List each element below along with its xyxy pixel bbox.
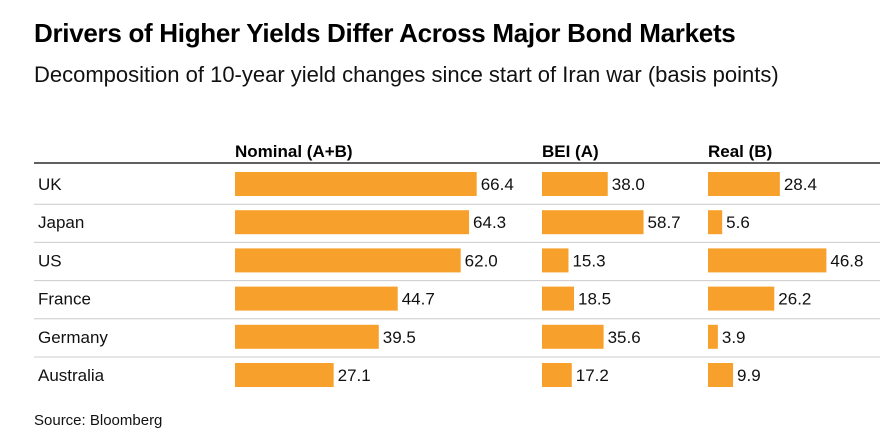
data-label: 38.0 [612,175,645,194]
bar [235,172,477,196]
data-label: 35.6 [608,328,641,347]
bar [235,363,334,387]
data-label: 66.4 [481,175,514,194]
bar [542,210,644,235]
bar [708,248,827,273]
bar [708,286,775,311]
data-label: 17.2 [576,366,609,385]
row-label: Germany [38,328,108,347]
chart-subtitle: Decomposition of 10-year yield changes s… [34,62,779,87]
bar [708,363,734,387]
data-label: 58.7 [648,213,681,232]
bar [708,172,780,196]
data-label: 46.8 [830,251,863,270]
bar [235,210,470,235]
data-label: 62.0 [465,251,498,270]
bar [235,286,398,311]
bar [542,286,575,311]
row-label: UK [38,175,62,194]
data-label: 15.3 [572,251,605,270]
data-label: 64.3 [473,213,506,232]
data-label: 39.5 [383,328,416,347]
row-label: Japan [38,213,84,232]
bar [235,248,461,273]
column-header: Nominal (A+B) [235,142,353,161]
row-label: France [38,290,91,309]
data-label: 5.6 [726,213,750,232]
data-label: 28.4 [784,175,817,194]
data-label: 9.9 [737,366,761,385]
row-label: US [38,251,62,270]
data-label: 27.1 [338,366,371,385]
data-label: 26.2 [778,290,811,309]
chart-title: Drivers of Higher Yields Differ Across M… [34,18,736,48]
data-label: 3.9 [722,328,746,347]
source-note: Source: Bloomberg [34,412,163,429]
bar [708,324,718,349]
bar [542,172,608,196]
row-label: Australia [38,366,105,385]
column-header: Real (B) [708,142,772,161]
bar [542,324,604,349]
data-label: 18.5 [578,290,611,309]
bar [542,363,572,387]
data-label: 44.7 [402,290,435,309]
bar [708,210,723,235]
column-header: BEI (A) [542,142,599,161]
bar [235,324,379,349]
bar [542,248,569,273]
